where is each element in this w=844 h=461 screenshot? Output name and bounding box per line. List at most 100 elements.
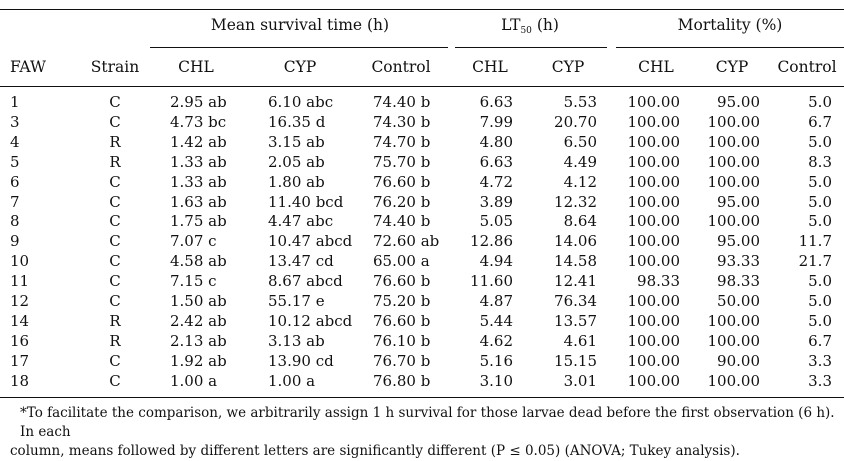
cell-strain: C: [109, 192, 121, 211]
cell-faw: 14: [10, 311, 30, 330]
cell-mst-control: 74.40 b: [373, 93, 431, 111]
cell-mort-control: 5.0: [808, 292, 832, 310]
cell-mort-cyp: 100.00: [707, 112, 761, 131]
cell-lt-chl: 5.16: [479, 351, 513, 370]
cell-faw: 3: [10, 112, 20, 131]
cell-mst-chl: 4.58 ab: [170, 252, 227, 271]
cell-mort-control: 3.3: [808, 351, 832, 370]
cell-faw: 6: [10, 172, 20, 191]
cell-strain: C: [109, 272, 121, 291]
cell-mst-control: 76.80 b: [373, 371, 431, 390]
cell-mst-chl: 1.33 ab: [170, 152, 227, 171]
cell-faw: 8: [10, 212, 20, 231]
cell-lt-chl: 3.10: [479, 371, 513, 390]
cell-mst-control: 76.60 b: [373, 311, 431, 330]
cell-mst-chl: 7.15 c: [170, 272, 217, 291]
cell-mst-cyp: 6.10 abc: [268, 93, 334, 111]
cell-strain: R: [109, 331, 121, 350]
cell-mst-control: 72.60 ab: [373, 232, 440, 251]
cell-mst-cyp: 11.40 bcd: [268, 192, 344, 211]
cell-lt-cyp: 13.57: [554, 311, 597, 330]
cell-mst-chl: 1.92 ab: [170, 351, 227, 370]
header-rule: [0, 86, 844, 87]
cell-mort-control: 5.0: [808, 172, 832, 191]
cell-strain: C: [109, 232, 121, 251]
cell-mst-chl: 2.42 ab: [170, 311, 227, 330]
cell-mort-control: 3.3: [808, 371, 832, 390]
cell-mst-control: 76.60 b: [373, 272, 431, 291]
cell-mst-cyp: 2.05 ab: [268, 152, 325, 171]
cell-strain: R: [109, 152, 121, 171]
cell-faw: 9: [10, 232, 20, 251]
cell-mort-control: 5.0: [808, 93, 832, 111]
cell-mort-control: 5.0: [808, 212, 832, 231]
cell-mst-cyp: 16.35 d: [268, 112, 326, 131]
header-lt50-subscript: 50: [520, 26, 532, 36]
cell-lt-cyp: 20.70: [554, 112, 597, 131]
cell-lt-cyp: 76.34: [554, 292, 597, 310]
cell-lt-chl: 11.60: [470, 272, 513, 291]
cell-mst-cyp: 4.47 abc: [268, 212, 334, 231]
header-mortality: Mortality (%): [677, 16, 783, 34]
col-header-mort-cyp: CYP: [715, 58, 749, 76]
cell-mst-control: 76.70 b: [373, 351, 431, 370]
footnote: *To facilitate the comparison, we arbitr…: [10, 404, 836, 461]
cell-strain: C: [109, 351, 121, 370]
col-header-lt-chl: CHL: [472, 58, 508, 76]
cell-mort-cyp: 95.00: [717, 192, 760, 211]
col-header-mst-control: Control: [371, 58, 431, 76]
cell-mort-control: 6.7: [808, 331, 832, 350]
col-header-mort-control: Control: [777, 58, 837, 76]
cell-mort-cyp: 100.00: [707, 152, 761, 171]
cell-strain: C: [109, 292, 121, 310]
cell-mort-chl: 100.00: [627, 112, 681, 131]
cell-mort-cyp: 93.33: [717, 252, 760, 271]
cell-mort-cyp: 100.00: [707, 311, 761, 330]
cell-strain: C: [109, 112, 121, 131]
cell-faw: 10: [10, 252, 30, 271]
cell-strain: C: [109, 93, 121, 111]
cell-mort-cyp: 50.00: [717, 292, 760, 310]
cell-lt-chl: 4.72: [479, 172, 513, 191]
cell-mort-control: 5.0: [808, 192, 832, 211]
cell-lt-chl: 4.80: [479, 132, 513, 151]
mortality-underline: [616, 47, 844, 48]
cell-lt-cyp: 6.50: [563, 132, 597, 151]
cell-mst-cyp: 13.47 cd: [268, 252, 334, 271]
cell-mort-cyp: 100.00: [707, 132, 761, 151]
cell-strain: R: [109, 132, 121, 151]
top-rule: [0, 9, 844, 10]
cell-lt-cyp: 5.53: [563, 93, 597, 111]
cell-lt-cyp: 4.49: [563, 152, 597, 171]
cell-mst-cyp: 10.47 abcd: [268, 232, 353, 251]
cell-strain: C: [109, 212, 121, 231]
mean-survival-underline: [150, 47, 448, 48]
cell-mst-chl: 2.13 ab: [170, 331, 227, 350]
cell-mort-cyp: 90.00: [717, 351, 760, 370]
cell-lt-cyp: 12.32: [554, 192, 597, 211]
cell-faw: 11: [10, 272, 30, 291]
bottom-rule: [0, 397, 844, 398]
cell-mst-chl: 4.73 bc: [170, 112, 227, 131]
cell-strain: R: [109, 311, 121, 330]
col-header-mst-cyp: CYP: [283, 58, 317, 76]
cell-mort-control: 5.0: [808, 132, 832, 151]
cell-lt-cyp: 14.58: [554, 252, 597, 271]
cell-lt-chl: 4.87: [479, 292, 513, 310]
cell-mort-cyp: 95.00: [717, 232, 760, 251]
header-lt50: LT50 (h): [455, 16, 605, 36]
cell-lt-cyp: 12.41: [554, 272, 597, 291]
col-header-mst-chl: CHL: [178, 58, 214, 76]
header-lt50-suffix: (h): [531, 16, 559, 34]
cell-mst-chl: 1.42 ab: [170, 132, 227, 151]
cell-mst-chl: 2.95 ab: [170, 93, 227, 111]
cell-mort-chl: 100.00: [627, 232, 681, 251]
cell-faw: 7: [10, 192, 20, 211]
cell-mst-control: 76.10 b: [373, 331, 431, 350]
cell-lt-cyp: 3.01: [563, 371, 597, 390]
cell-mst-cyp: 55.17 e: [268, 292, 325, 310]
cell-lt-cyp: 15.15: [554, 351, 597, 370]
cell-mst-control: 65.00 a: [373, 252, 430, 271]
cell-mort-chl: 100.00: [627, 93, 681, 111]
